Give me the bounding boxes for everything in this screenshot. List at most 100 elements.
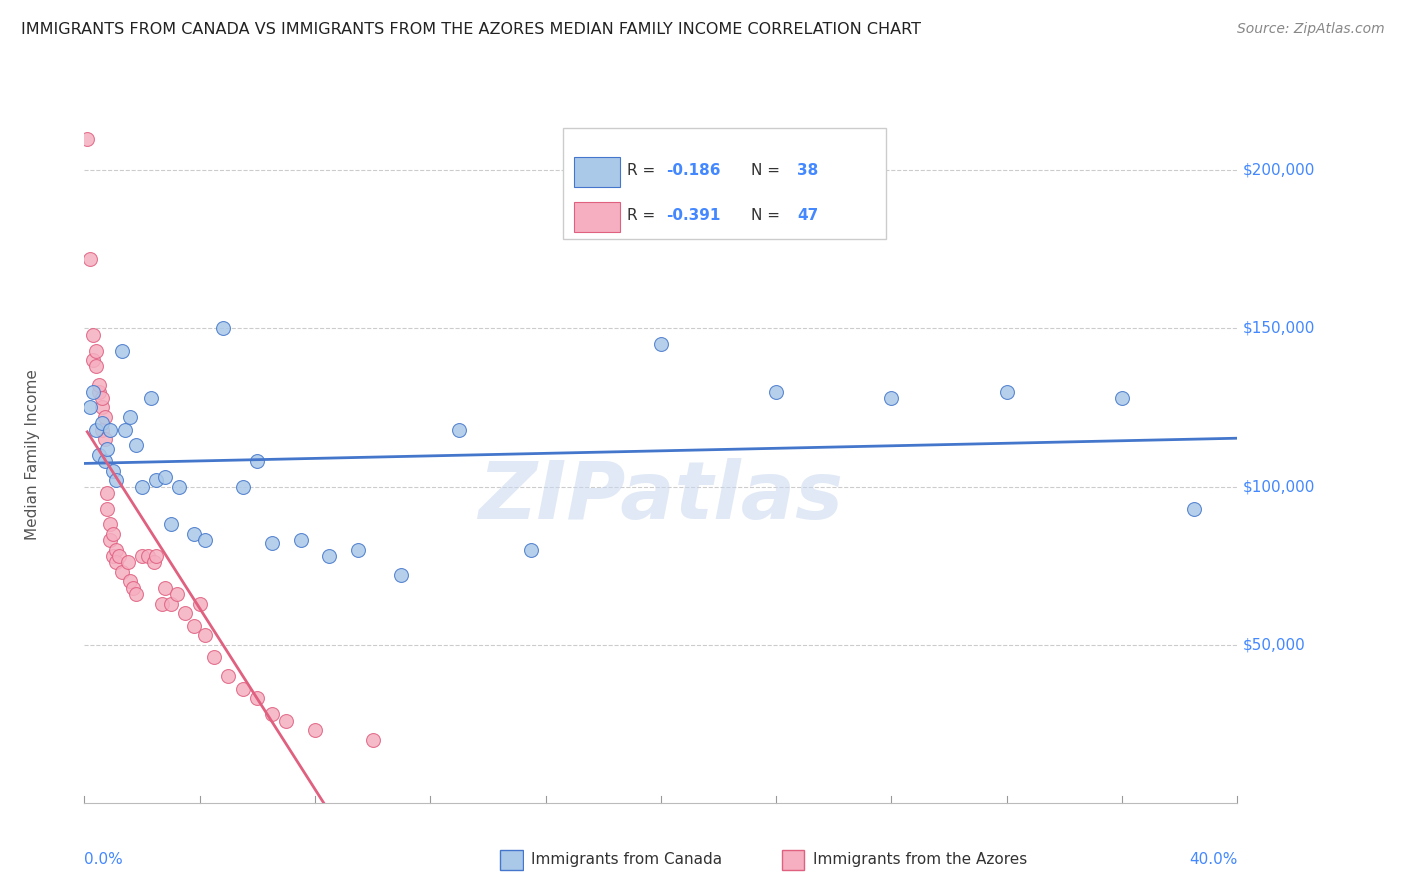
Text: N =: N = — [751, 208, 785, 223]
FancyBboxPatch shape — [562, 128, 886, 239]
Point — [93, 432, 115, 446]
Point — [90, 417, 112, 431]
Text: Immigrants from the Azores: Immigrants from the Azores — [813, 853, 1026, 867]
Point — [120, 409, 142, 424]
Point — [166, 587, 188, 601]
Text: $200,000: $200,000 — [1243, 163, 1316, 178]
Point — [108, 549, 131, 563]
Point — [304, 723, 326, 737]
Point — [1182, 501, 1205, 516]
Point — [111, 343, 134, 358]
Point — [120, 574, 142, 589]
Point — [183, 527, 205, 541]
Text: N =: N = — [751, 162, 785, 178]
Bar — [782, 850, 804, 870]
Point — [87, 378, 110, 392]
Point — [202, 650, 225, 665]
Point — [79, 252, 101, 266]
Point — [122, 581, 145, 595]
Point — [194, 628, 217, 642]
Point — [90, 391, 112, 405]
Point — [142, 556, 165, 570]
Text: Immigrants from Canada: Immigrants from Canada — [531, 853, 723, 867]
Point — [84, 359, 107, 374]
Point — [84, 343, 107, 358]
Point — [347, 542, 370, 557]
Point — [160, 597, 183, 611]
Point — [76, 131, 98, 145]
Text: R =: R = — [627, 162, 661, 178]
Point — [217, 669, 239, 683]
Point — [520, 542, 543, 557]
Point — [188, 597, 211, 611]
Point — [391, 568, 413, 582]
Point — [232, 479, 254, 493]
Point — [82, 353, 104, 368]
Text: 40.0%: 40.0% — [1189, 852, 1237, 866]
Point — [290, 533, 312, 548]
Point — [82, 384, 104, 399]
Point — [447, 423, 470, 437]
Point — [96, 486, 118, 500]
Point — [103, 549, 124, 563]
Point — [131, 549, 153, 563]
Point — [153, 470, 176, 484]
Point — [145, 473, 167, 487]
Point — [150, 597, 173, 611]
Point — [103, 527, 124, 541]
Point — [194, 533, 217, 548]
Point — [82, 327, 104, 342]
Text: -0.391: -0.391 — [666, 208, 721, 223]
Point — [84, 423, 107, 437]
Text: 47: 47 — [797, 208, 818, 223]
Point — [211, 321, 233, 335]
FancyBboxPatch shape — [574, 202, 620, 232]
Text: $150,000: $150,000 — [1243, 321, 1316, 336]
Point — [260, 536, 283, 550]
Text: IMMIGRANTS FROM CANADA VS IMMIGRANTS FROM THE AZORES MEDIAN FAMILY INCOME CORREL: IMMIGRANTS FROM CANADA VS IMMIGRANTS FRO… — [21, 22, 921, 37]
Point — [136, 549, 159, 563]
Point — [1111, 391, 1133, 405]
Point — [117, 556, 139, 570]
Point — [232, 681, 254, 696]
Point — [145, 549, 167, 563]
Point — [169, 479, 191, 493]
Point — [765, 384, 787, 399]
Point — [114, 423, 136, 437]
Point — [246, 454, 269, 468]
Text: ZIPatlas: ZIPatlas — [478, 458, 844, 536]
Point — [105, 542, 128, 557]
Point — [183, 618, 205, 632]
Point — [79, 401, 101, 415]
Point — [125, 438, 148, 452]
Point — [260, 707, 283, 722]
Point — [995, 384, 1018, 399]
Text: -0.186: -0.186 — [666, 162, 721, 178]
Point — [174, 606, 197, 620]
Text: Source: ZipAtlas.com: Source: ZipAtlas.com — [1237, 22, 1385, 37]
Point — [93, 409, 115, 424]
Bar — [501, 850, 523, 870]
Point — [103, 464, 124, 478]
Point — [98, 517, 121, 532]
Text: $50,000: $50,000 — [1243, 637, 1306, 652]
Point — [880, 391, 903, 405]
Point — [131, 479, 153, 493]
Point — [246, 691, 269, 706]
Text: Median Family Income: Median Family Income — [25, 369, 39, 541]
Point — [96, 442, 118, 456]
Point — [90, 401, 112, 415]
Point — [160, 517, 183, 532]
Point — [90, 423, 112, 437]
Point — [87, 384, 110, 399]
Point — [98, 423, 121, 437]
Text: 0.0%: 0.0% — [84, 852, 124, 866]
Point — [93, 454, 115, 468]
Text: 38: 38 — [797, 162, 818, 178]
Point — [125, 587, 148, 601]
Text: R =: R = — [627, 208, 661, 223]
Point — [111, 565, 134, 579]
Point — [98, 533, 121, 548]
Point — [105, 473, 128, 487]
Point — [274, 714, 298, 728]
